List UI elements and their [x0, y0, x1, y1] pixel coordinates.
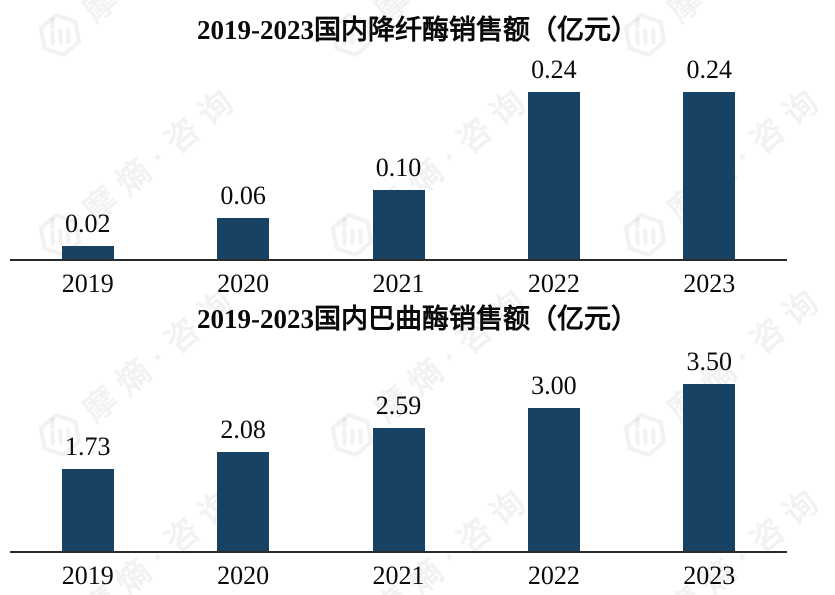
chart-title: 2019-2023国内巴曲酶销售额（亿元） — [197, 304, 638, 334]
bar-value-label: 2.08 — [220, 415, 266, 444]
chart-title: 2019-2023国内降纤酶销售额（亿元） — [197, 15, 638, 45]
bar-2021 — [372, 190, 425, 260]
bar-2023 — [683, 92, 736, 260]
bar-2020 — [217, 218, 270, 260]
bar-value-label: 0.24 — [686, 55, 733, 84]
x-tick-label: 2019 — [61, 561, 114, 590]
x-tick-label: 2023 — [683, 269, 736, 298]
bar-value-label: 3.50 — [686, 347, 733, 376]
x-axis-line — [10, 259, 787, 261]
x-tick-label: 2019 — [61, 269, 114, 298]
x-axis-line — [10, 551, 787, 553]
bar-value-label: 0.02 — [64, 209, 111, 238]
x-tick-label: 2021 — [372, 561, 425, 590]
bar-2022 — [527, 92, 580, 260]
bar-2023 — [683, 384, 736, 552]
x-tick-label: 2022 — [527, 269, 580, 298]
x-tick-label: 2023 — [683, 561, 736, 590]
bar-value-label: 0.24 — [531, 55, 577, 84]
bar-value-label: 0.10 — [375, 153, 422, 182]
x-tick-label: 2020 — [217, 269, 270, 298]
bar-value-label: 2.59 — [375, 391, 422, 420]
bar-2020 — [217, 452, 270, 552]
bar-value-label: 0.06 — [220, 181, 266, 210]
bar-2019 — [61, 246, 114, 260]
bar-2022 — [527, 408, 580, 552]
bar-2021 — [372, 428, 425, 552]
bar-2019 — [61, 469, 114, 552]
x-tick-label: 2021 — [372, 269, 425, 298]
bar-value-label: 3.00 — [531, 371, 577, 400]
bar-value-label: 1.73 — [64, 432, 111, 461]
x-tick-label: 2022 — [527, 561, 580, 590]
x-tick-label: 2020 — [217, 561, 270, 590]
